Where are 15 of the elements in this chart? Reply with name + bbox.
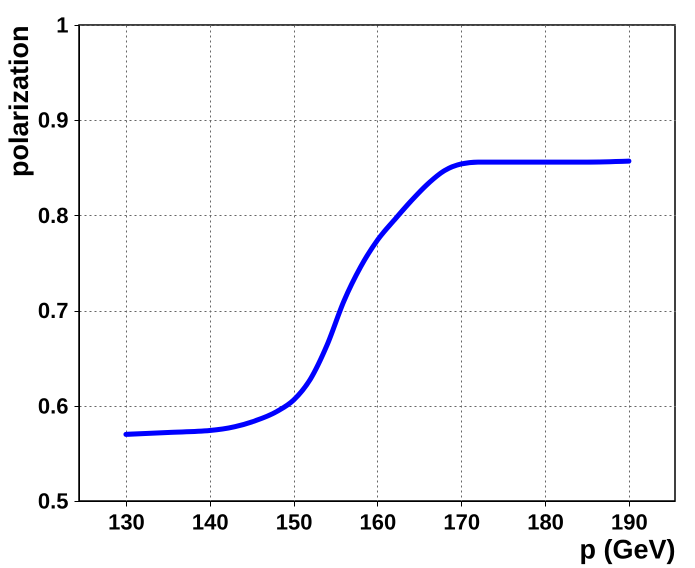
y-tick-label: 0.8 bbox=[38, 202, 68, 228]
y-tick-label: 0.9 bbox=[38, 108, 68, 133]
x-tick-label: 170 bbox=[443, 510, 480, 534]
x-axis-title: p (GeV) bbox=[579, 534, 676, 564]
x-tick-label: 180 bbox=[527, 510, 564, 534]
x-tick-label: 160 bbox=[360, 510, 396, 534]
x-tick-label: 140 bbox=[192, 510, 229, 534]
y-tick-label: 0.5 bbox=[38, 488, 68, 514]
x-tick-label: 150 bbox=[276, 510, 312, 534]
y-tick-label: 1 bbox=[56, 12, 68, 38]
x-tick-label: 130 bbox=[108, 510, 145, 534]
y-tick-label: 0.6 bbox=[38, 393, 68, 418]
y-axis-title: polarization bbox=[4, 26, 34, 178]
y-tick-label: 0.7 bbox=[38, 298, 68, 324]
x-tick-label: 190 bbox=[611, 510, 648, 534]
